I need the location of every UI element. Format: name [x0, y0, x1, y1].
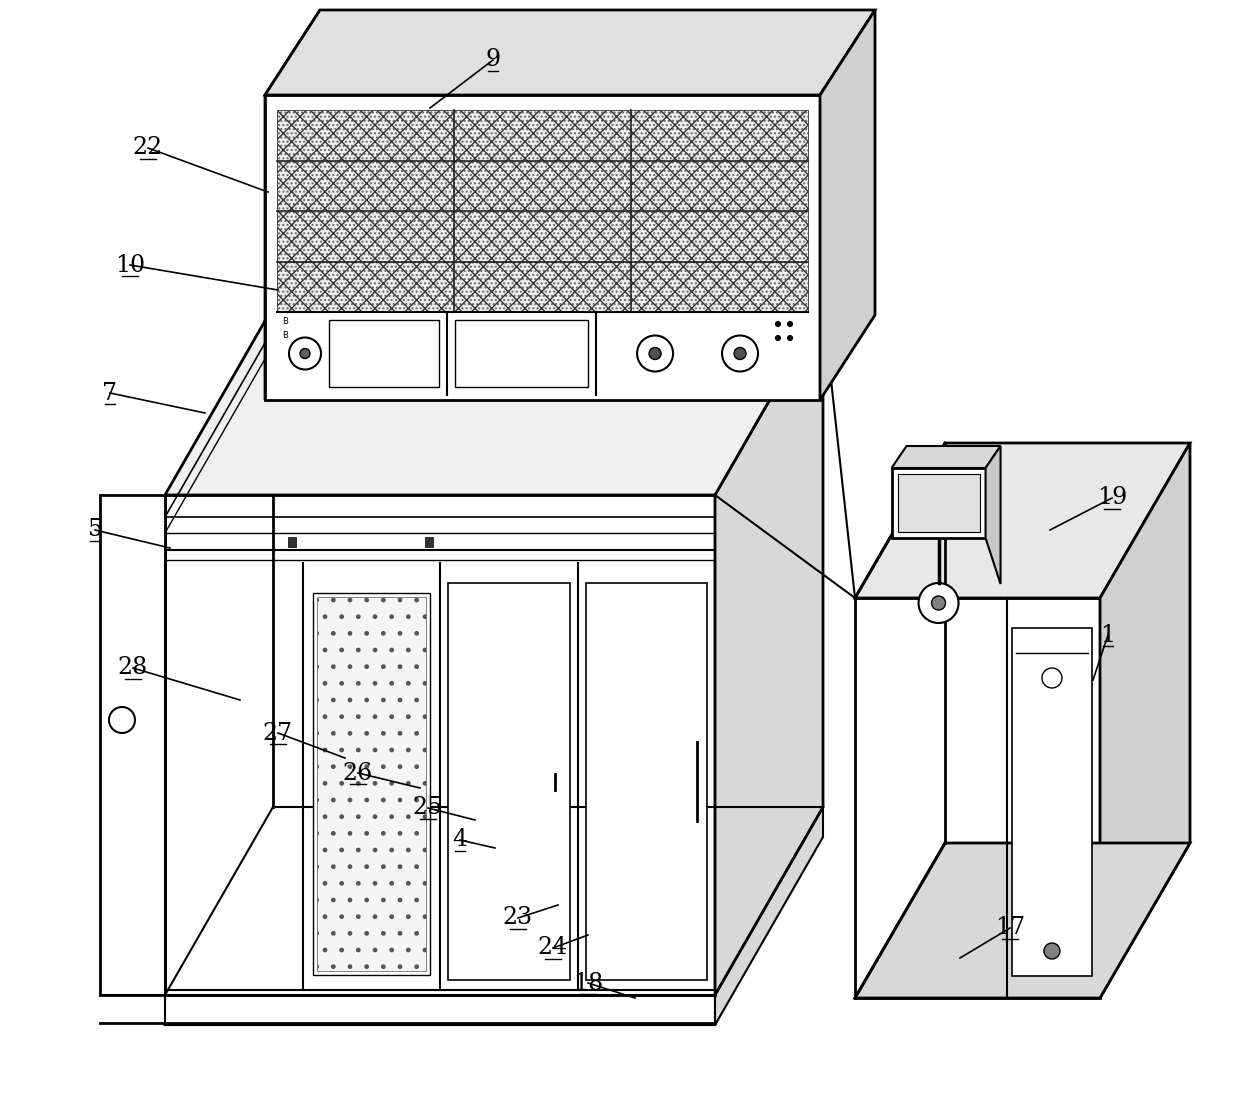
Text: 24: 24 [538, 937, 568, 959]
Text: 25: 25 [413, 796, 443, 819]
Circle shape [722, 335, 758, 371]
Polygon shape [165, 807, 823, 1025]
Circle shape [1042, 667, 1061, 688]
Polygon shape [448, 582, 569, 980]
Circle shape [775, 335, 780, 341]
Circle shape [775, 322, 780, 326]
Circle shape [289, 338, 321, 370]
Text: 23: 23 [503, 907, 533, 929]
Polygon shape [277, 110, 808, 312]
Polygon shape [715, 307, 823, 995]
Polygon shape [265, 95, 820, 400]
Polygon shape [820, 10, 875, 400]
Circle shape [637, 335, 673, 371]
Circle shape [734, 348, 746, 360]
Circle shape [649, 348, 661, 360]
Text: 26: 26 [343, 761, 373, 785]
Text: B: B [281, 318, 288, 326]
Polygon shape [455, 320, 588, 387]
Polygon shape [312, 593, 430, 975]
Polygon shape [585, 582, 707, 980]
Polygon shape [100, 495, 165, 995]
Polygon shape [856, 598, 1100, 998]
Polygon shape [892, 468, 986, 538]
Text: 19: 19 [1097, 486, 1127, 510]
Polygon shape [288, 537, 295, 547]
Text: 27: 27 [263, 721, 293, 745]
Circle shape [1044, 942, 1060, 959]
Polygon shape [856, 843, 1190, 998]
Polygon shape [265, 10, 320, 400]
Text: 10: 10 [115, 254, 145, 276]
Circle shape [300, 349, 310, 359]
Circle shape [787, 335, 792, 341]
Polygon shape [892, 446, 1001, 468]
Polygon shape [856, 443, 1190, 598]
Text: 7: 7 [103, 381, 118, 405]
Text: 28: 28 [118, 656, 148, 680]
Polygon shape [165, 995, 715, 1025]
Circle shape [931, 596, 946, 610]
Polygon shape [329, 320, 439, 387]
Polygon shape [265, 10, 875, 95]
Polygon shape [986, 446, 1001, 584]
Polygon shape [165, 307, 823, 495]
Circle shape [919, 582, 959, 623]
Polygon shape [165, 495, 715, 995]
Polygon shape [898, 474, 980, 532]
Text: 22: 22 [133, 136, 164, 160]
Text: 18: 18 [573, 972, 603, 995]
Text: 4: 4 [453, 828, 467, 852]
Text: 17: 17 [994, 917, 1025, 939]
Text: 9: 9 [485, 48, 501, 72]
Polygon shape [1012, 628, 1092, 976]
Polygon shape [316, 597, 427, 972]
Text: B: B [281, 331, 288, 340]
Polygon shape [1100, 443, 1190, 998]
Text: 5: 5 [88, 519, 103, 541]
Polygon shape [715, 807, 823, 1025]
Polygon shape [425, 537, 433, 547]
Text: 1: 1 [1100, 624, 1116, 646]
Circle shape [787, 322, 792, 326]
